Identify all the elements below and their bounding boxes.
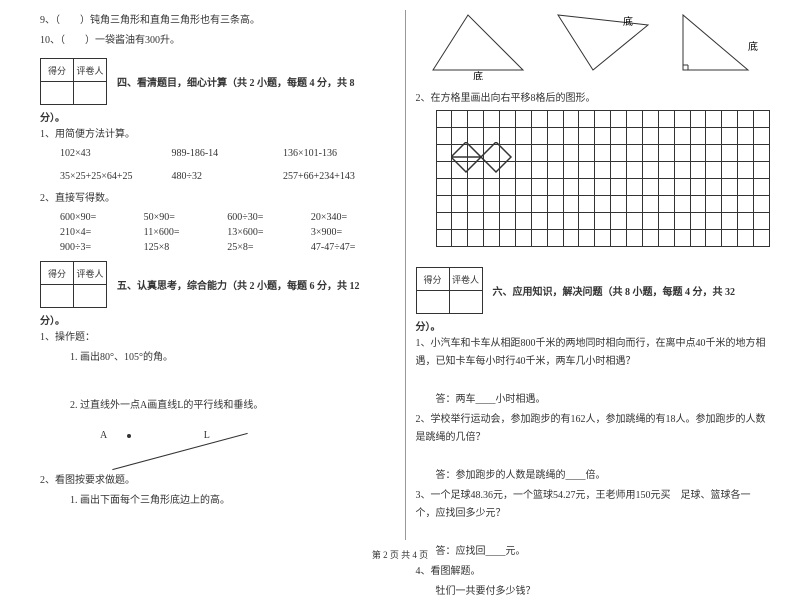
calc: 13×600= [227,227,311,238]
calc: 50×90= [144,212,228,223]
calc: 257+66+234+143 [283,171,395,182]
score-h1: 得分 [41,59,74,82]
s6-2ans: 答：参加跑步的人数是跳绳的____倍。 [436,467,771,485]
grid-container [436,110,771,247]
calc: 600÷30= [227,212,311,223]
s5-1b: 2. 过直线外一点A画直线L的平行线和垂线。 [70,397,395,415]
calc: 600×90= [60,212,144,223]
calc: 25×8= [227,242,311,253]
sec4-fen: 分）。 [40,109,395,124]
score-h2: 评卷人 [74,59,107,82]
s4-1: 1、用简便方法计算。 [40,126,395,144]
s6-3: 3、一个足球48.36元，一个篮球54.27元，王老师用150元买 足球、篮球各… [416,487,771,523]
sec4-title: 四、看清题目，细心计算（共 2 小题，每题 4 分，共 8 [117,74,355,89]
s5-1: 1、操作题： [40,329,395,347]
sec6-fen: 分）。 [416,318,771,333]
score-h2: 评卷人 [449,268,482,291]
calc: 210×4= [60,227,144,238]
calc: 11×600= [144,227,228,238]
s4-2: 2、直接写得数。 [40,190,395,208]
calc: 35×25+25×64+25 [60,171,172,182]
s6-1ans: 答：两车____小时相遇。 [436,391,771,409]
grid-shape [451,142,531,182]
s5-r1: 2、在方格里画出向右平移8格后的图形。 [416,90,771,108]
s5-2: 2、看图按要求做题。 [40,472,395,490]
calc: 102×43 [60,148,172,159]
s6-1: 1、小汽车和卡车从相距800千米的两地同时相向而行，在离中点40千米的地方相遇，… [416,335,771,371]
calc: 136×101-136 [283,148,395,159]
s5-2a: 1. 画出下面每个三角形底边上的高。 [70,492,395,510]
label-a: A [100,430,107,441]
s5-1a: 1. 画出80°、105°的角。 [70,349,395,367]
s6-4: 4、看图解题。 [416,563,771,581]
sec6-title: 六、应用知识，解决问题（共 8 小题，每题 4 分，共 32 [493,283,736,298]
triangle-1: 底 [428,10,528,80]
di-label: 底 [473,70,483,80]
calc: 989-186-14 [172,148,284,159]
triangle-2: 底 [553,10,653,80]
score-box-5: 得分评卷人 五、认真思考，综合能力（共 2 小题，每题 6 分，共 12 [40,261,395,308]
s6-4a: 牡们一共要付多少钱？ [436,583,771,601]
line-l [112,433,247,470]
calc: 900÷3= [60,242,144,253]
calc: 480÷32 [172,171,284,182]
page-number: 第 2 页 共 4 页 [0,548,800,561]
q9: 9、（ ）钝角三角形和直角三角形也有三条高。 [40,12,395,30]
score-box-6: 得分评卷人 六、应用知识，解决问题（共 8 小题，每题 4 分，共 32 [416,267,771,314]
point-a [127,434,131,438]
calc: 20×340= [311,212,395,223]
sec5-title: 五、认真思考，综合能力（共 2 小题，每题 6 分，共 12 [117,277,360,292]
score-h1: 得分 [416,268,449,291]
di-label: 底 [748,40,758,53]
calc: 3×900= [311,227,395,238]
label-l: L [204,430,210,441]
q10: 10、（ ）一袋酱油有300升。 [40,32,395,50]
score-h2: 评卷人 [74,262,107,285]
triangle-3: 底 [678,10,758,80]
di-label: 底 [623,15,633,28]
triangles: 底 底 底 [416,10,771,80]
s6-2: 2、学校举行运动会，参加跑步的有162人，参加跳绳的有18人。参加跑步的人数是跳… [416,411,771,447]
score-box-4: 得分评卷人 四、看清题目，细心计算（共 2 小题，每题 4 分，共 8 [40,58,395,105]
calc: 125×8 [144,242,228,253]
sec5-fen: 分）。 [40,312,395,327]
parallel-diagram: A L [100,430,395,457]
calc: 47-47÷47= [311,242,395,253]
score-h1: 得分 [41,262,74,285]
